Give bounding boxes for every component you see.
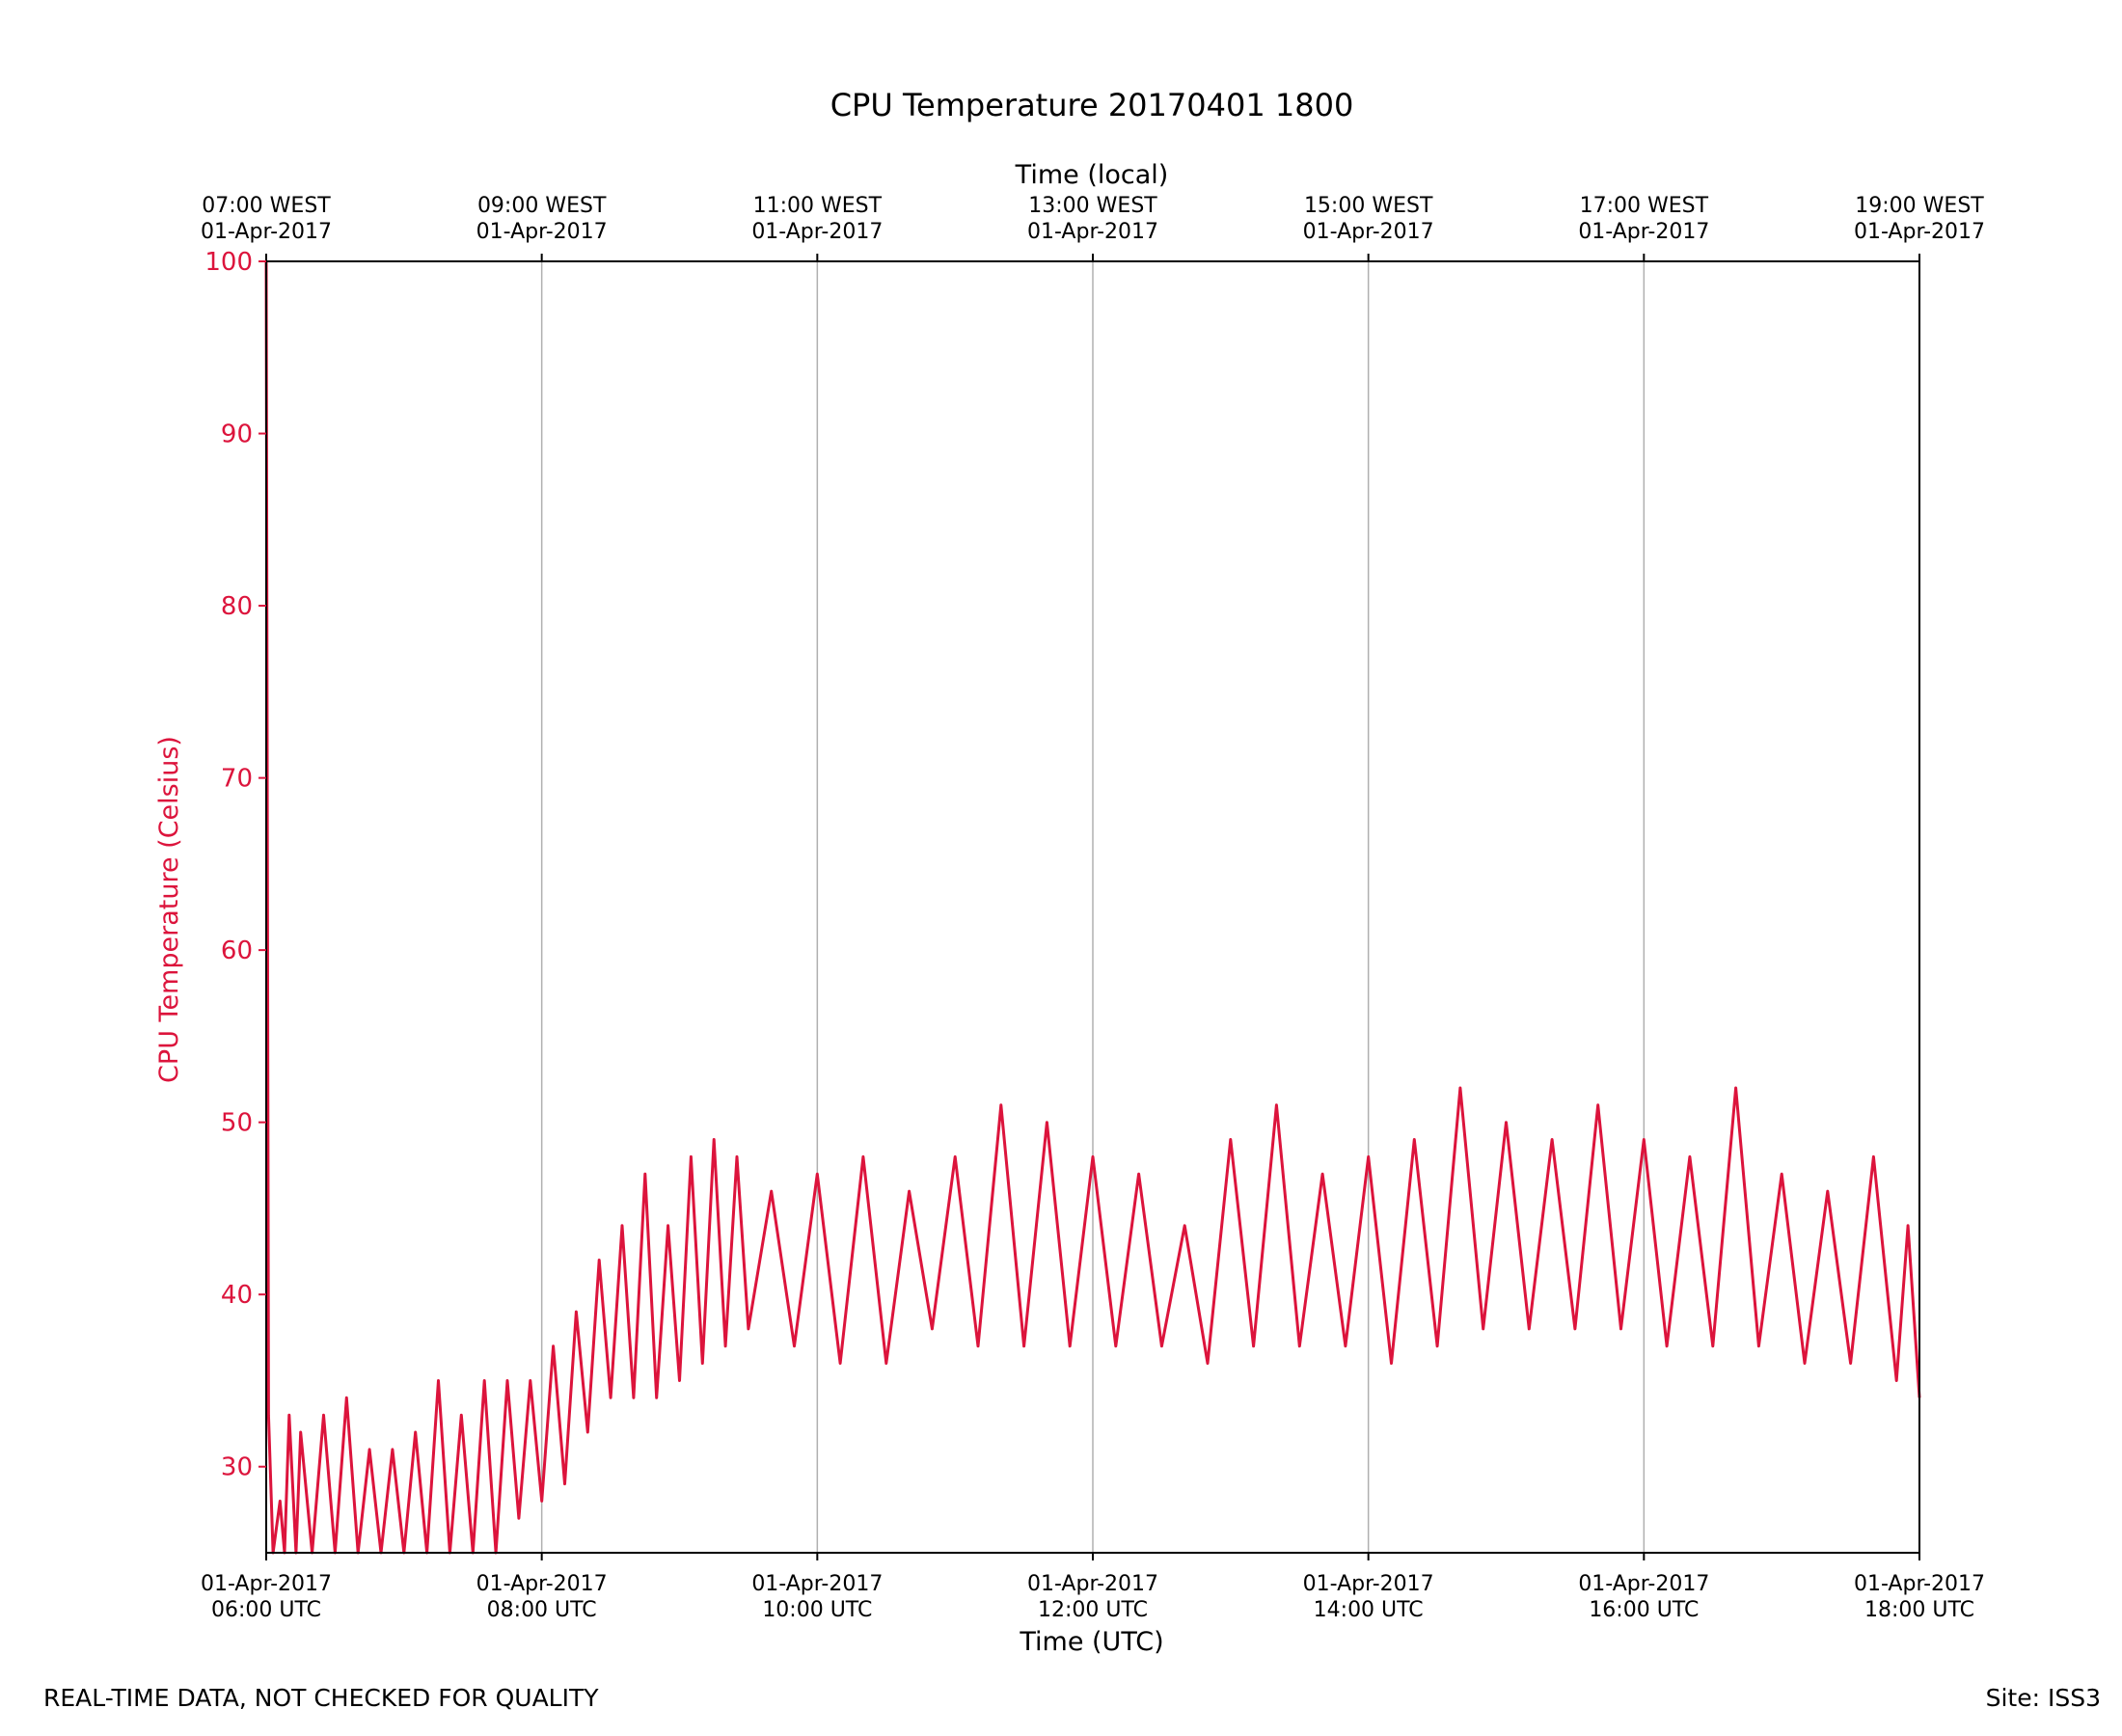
- x2-tick-time: 19:00 WEST: [1855, 194, 1984, 218]
- x2-tick-time: 15:00 WEST: [1304, 194, 1433, 218]
- x-tick-date: 01-Apr-2017: [1578, 1572, 1709, 1596]
- y-tick-label: 60: [221, 936, 253, 965]
- x2-tick-time: 09:00 WEST: [477, 194, 607, 218]
- y-tick-label: 70: [221, 765, 253, 794]
- x2-tick-time: 11:00 WEST: [753, 194, 883, 218]
- x2-tick-date: 01-Apr-2017: [1303, 220, 1434, 244]
- x2-tick-date: 01-Apr-2017: [1578, 220, 1709, 244]
- x2-tick-time: 13:00 WEST: [1028, 194, 1157, 218]
- y-tick-label: 40: [221, 1281, 253, 1310]
- grid-lines: [540, 261, 1646, 1553]
- y-tick-label: 80: [221, 592, 253, 621]
- x2-tick-time: 07:00 WEST: [202, 194, 331, 218]
- y-tick-label: 100: [204, 248, 253, 277]
- x-tick-date: 01-Apr-2017: [476, 1572, 608, 1596]
- x-tick-time: 06:00 UTC: [211, 1598, 321, 1622]
- x-tick-time: 12:00 UTC: [1038, 1598, 1148, 1622]
- series-line-0: [264, 260, 1921, 1555]
- x2-tick-date: 01-Apr-2017: [1027, 220, 1158, 244]
- x-tick-time: 08:00 UTC: [487, 1598, 597, 1622]
- x-tick-date: 01-Apr-2017: [1027, 1572, 1158, 1596]
- quality-disclaimer: REAL-TIME DATA, NOT CHECKED FOR QUALITY: [43, 1684, 599, 1712]
- x-tick-date: 01-Apr-2017: [751, 1572, 883, 1596]
- x-tick-time: 14:00 UTC: [1314, 1598, 1424, 1622]
- x2-tick-time: 17:00 WEST: [1580, 194, 1709, 218]
- x-tick-date: 01-Apr-2017: [1854, 1572, 1985, 1596]
- chart-title: CPU Temperature 20170401 1800: [830, 87, 1354, 123]
- x-tick-time: 10:00 UTC: [762, 1598, 872, 1622]
- x2-tick-date: 01-Apr-2017: [751, 220, 883, 244]
- x2-tick-date: 01-Apr-2017: [201, 220, 332, 244]
- top-axis-label: Time (local): [1015, 160, 1169, 190]
- bottom-axis-label: Time (UTC): [1019, 1627, 1163, 1657]
- y-tick-label: 30: [221, 1453, 253, 1482]
- y-tick-label: 50: [221, 1109, 253, 1138]
- x-tick-date: 01-Apr-2017: [201, 1572, 332, 1596]
- x-tick-date: 01-Apr-2017: [1303, 1572, 1434, 1596]
- y-axis-label: CPU Temperature (Celsius): [154, 736, 184, 1083]
- x-tick-time: 16:00 UTC: [1589, 1598, 1699, 1622]
- x2-tick-date: 01-Apr-2017: [1854, 220, 1985, 244]
- x2-tick-date: 01-Apr-2017: [476, 220, 608, 244]
- x-tick-time: 18:00 UTC: [1864, 1598, 1974, 1622]
- series-layer: [264, 260, 1921, 1555]
- site-label: Site: ISS3: [1985, 1684, 2101, 1712]
- y-tick-label: 90: [221, 420, 253, 449]
